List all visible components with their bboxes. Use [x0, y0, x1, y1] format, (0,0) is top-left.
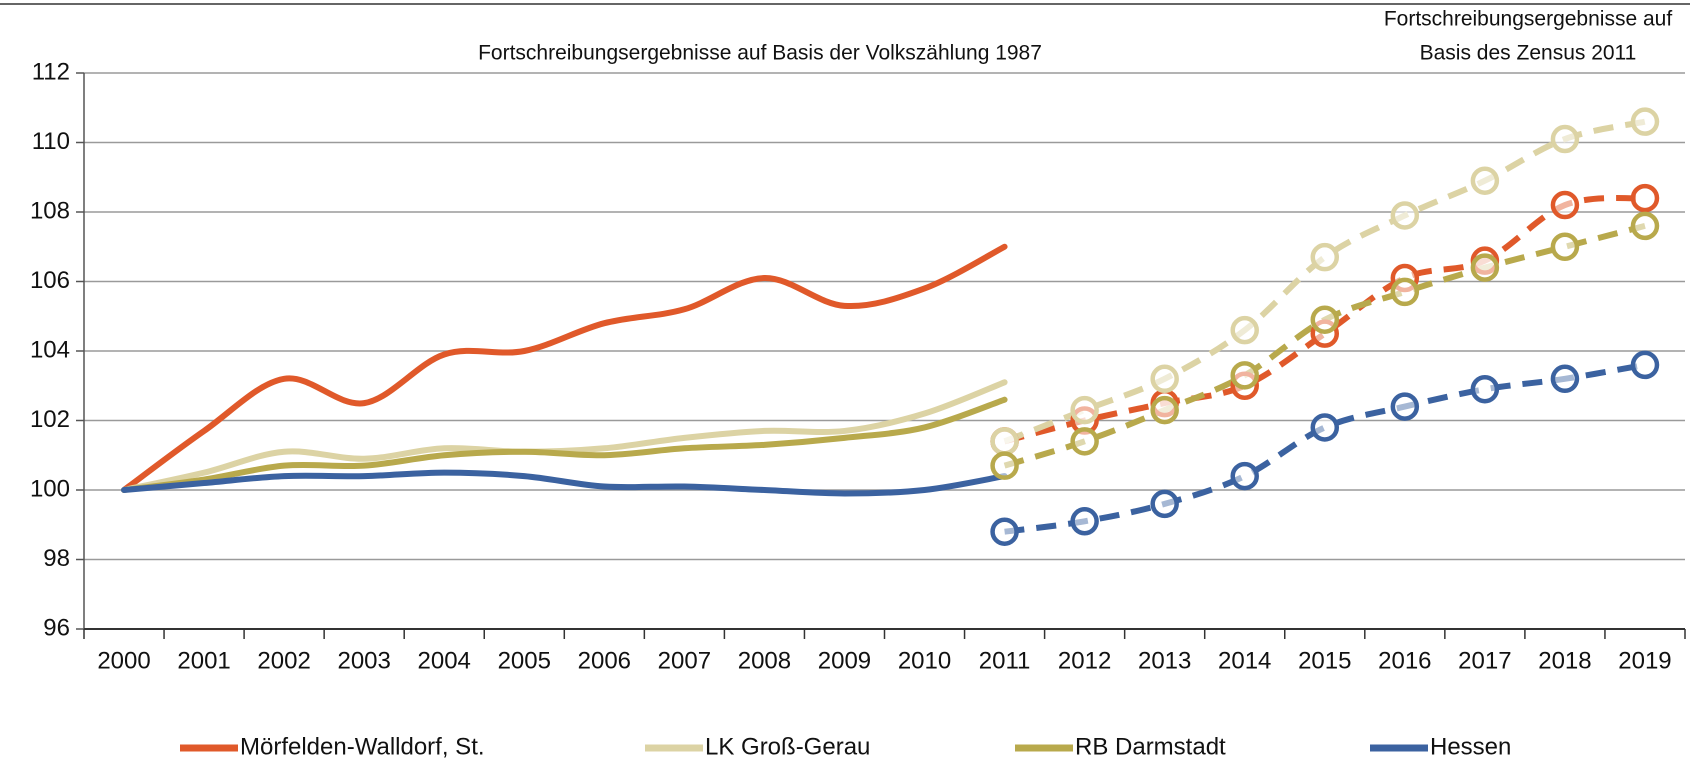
data-point — [1150, 489, 1179, 519]
x-tick-label: 2011 — [979, 647, 1031, 674]
y-tick-label: 100 — [30, 475, 70, 502]
x-tick-label: 2008 — [738, 647, 791, 674]
series-line-zensus — [1004, 361, 1646, 535]
data-point — [1310, 242, 1340, 272]
x-tick-label: 2006 — [578, 647, 631, 674]
x-tick-label: 2010 — [898, 647, 951, 674]
x-tick-label: 2002 — [257, 647, 310, 674]
x-tick-label: 2004 — [418, 647, 471, 674]
legend-label: Hessen — [1430, 733, 1511, 760]
y-tick-label: 96 — [43, 614, 70, 641]
series-line-zensus — [1003, 118, 1646, 445]
y-tick-label: 102 — [30, 406, 70, 433]
data-point — [1630, 107, 1660, 136]
legend-label: LK Groß-Gerau — [705, 733, 870, 760]
data-point — [1070, 427, 1099, 456]
x-tick-label: 2009 — [818, 647, 871, 674]
x-tick-label: 2013 — [1138, 647, 1191, 674]
x-tick-label: 2000 — [97, 647, 150, 674]
x-tick-label: 2016 — [1378, 647, 1431, 674]
x-tick-label: 2014 — [1218, 647, 1271, 674]
series-line-zensus — [1003, 195, 1646, 445]
x-tick-label: 2012 — [1058, 647, 1111, 674]
x-tick-label: 2018 — [1538, 647, 1591, 674]
x-tick-label: 2007 — [658, 647, 711, 674]
data-point — [1390, 277, 1420, 307]
data-point — [1470, 253, 1500, 282]
data-point — [990, 427, 1019, 456]
data-point — [1630, 350, 1660, 380]
x-tick-label: 2015 — [1298, 647, 1351, 674]
data-point — [1230, 361, 1259, 390]
data-point — [1230, 461, 1259, 491]
annotation: Fortschreibungsergebnisse auf Basis der … — [478, 42, 1042, 65]
data-point — [990, 451, 1019, 480]
data-point — [1070, 507, 1099, 536]
y-tick-label: 106 — [30, 267, 70, 294]
data-point — [1310, 413, 1340, 442]
annotation: Basis des Zensus 2011 — [1420, 42, 1637, 65]
series-line — [121, 243, 1008, 493]
data-point — [1550, 232, 1580, 261]
data-point — [1630, 211, 1660, 241]
annotation: Fortschreibungsergebnisse auf — [1384, 8, 1672, 31]
y-tick-label: 98 — [43, 545, 70, 572]
data-point — [1150, 364, 1179, 394]
y-tick-label: 112 — [32, 58, 70, 85]
data-point — [1230, 315, 1259, 345]
data-point — [1470, 166, 1500, 195]
data-point — [1550, 364, 1580, 394]
data-point — [1630, 183, 1660, 213]
series-line — [121, 396, 1008, 493]
data-point — [990, 517, 1019, 546]
x-tick-label: 2003 — [337, 647, 390, 674]
data-point — [1550, 124, 1580, 154]
data-point — [1550, 190, 1580, 220]
series-line — [121, 469, 1008, 497]
data-point — [1310, 305, 1340, 334]
legend-label: Mörfelden-Walldorf, St. — [240, 733, 485, 760]
x-tick-label: 2005 — [498, 647, 551, 674]
y-tick-label: 108 — [30, 197, 70, 224]
x-tick-label: 2017 — [1458, 647, 1511, 674]
data-point — [1150, 395, 1179, 425]
data-point — [1070, 395, 1099, 425]
y-tick-label: 104 — [30, 336, 70, 363]
x-tick-label: 2019 — [1618, 647, 1671, 674]
data-point — [1390, 392, 1420, 421]
data-point — [1470, 374, 1500, 404]
y-tick-label: 110 — [32, 128, 70, 155]
x-tick-label: 2001 — [177, 647, 230, 674]
legend-label: RB Darmstadt — [1075, 733, 1226, 760]
data-point — [1390, 201, 1420, 230]
